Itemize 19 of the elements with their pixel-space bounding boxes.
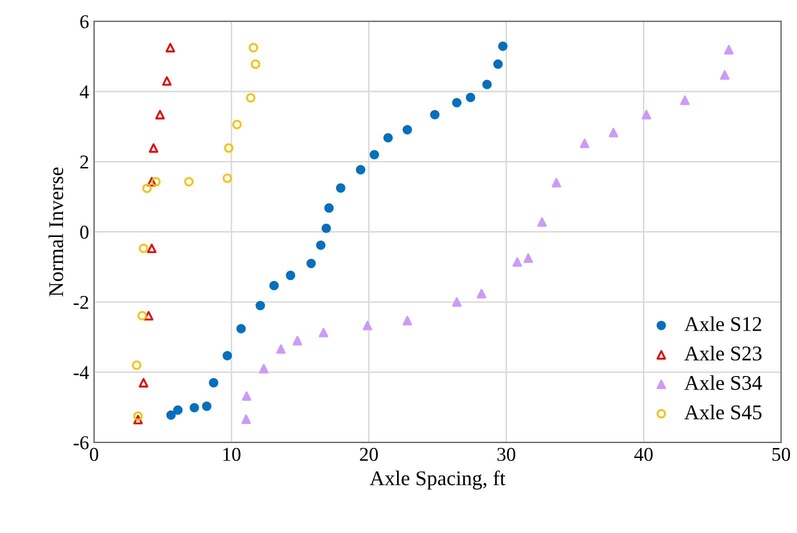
legend-label: Axle S12 xyxy=(684,316,762,332)
y-tick-label: 4 xyxy=(80,85,89,98)
y-tick-label: -6 xyxy=(74,436,89,450)
y-tick-label: 0 xyxy=(80,226,88,239)
legend-label: Axle S45 xyxy=(684,404,762,420)
x-tick-label: 10 xyxy=(223,448,240,461)
x-tick-label: 20 xyxy=(360,448,378,461)
x-tick-label: 30 xyxy=(497,448,516,461)
legend-label: Axle S23 xyxy=(684,346,762,361)
y-tick-label: -2 xyxy=(74,296,88,309)
y-tick-label: -4 xyxy=(74,366,89,379)
x-tick-label: 50 xyxy=(772,448,790,461)
y-axis-title: Normal Inverse xyxy=(48,168,64,296)
x-tick-label: 40 xyxy=(634,448,653,461)
y-tick-label: 6 xyxy=(80,15,89,28)
legend-label: Axle S34 xyxy=(684,375,762,390)
y-tick-label: 2 xyxy=(80,156,88,168)
x-tick-label: 0 xyxy=(90,448,98,461)
x-axis-title: Axle Spacing, ft xyxy=(370,470,506,490)
